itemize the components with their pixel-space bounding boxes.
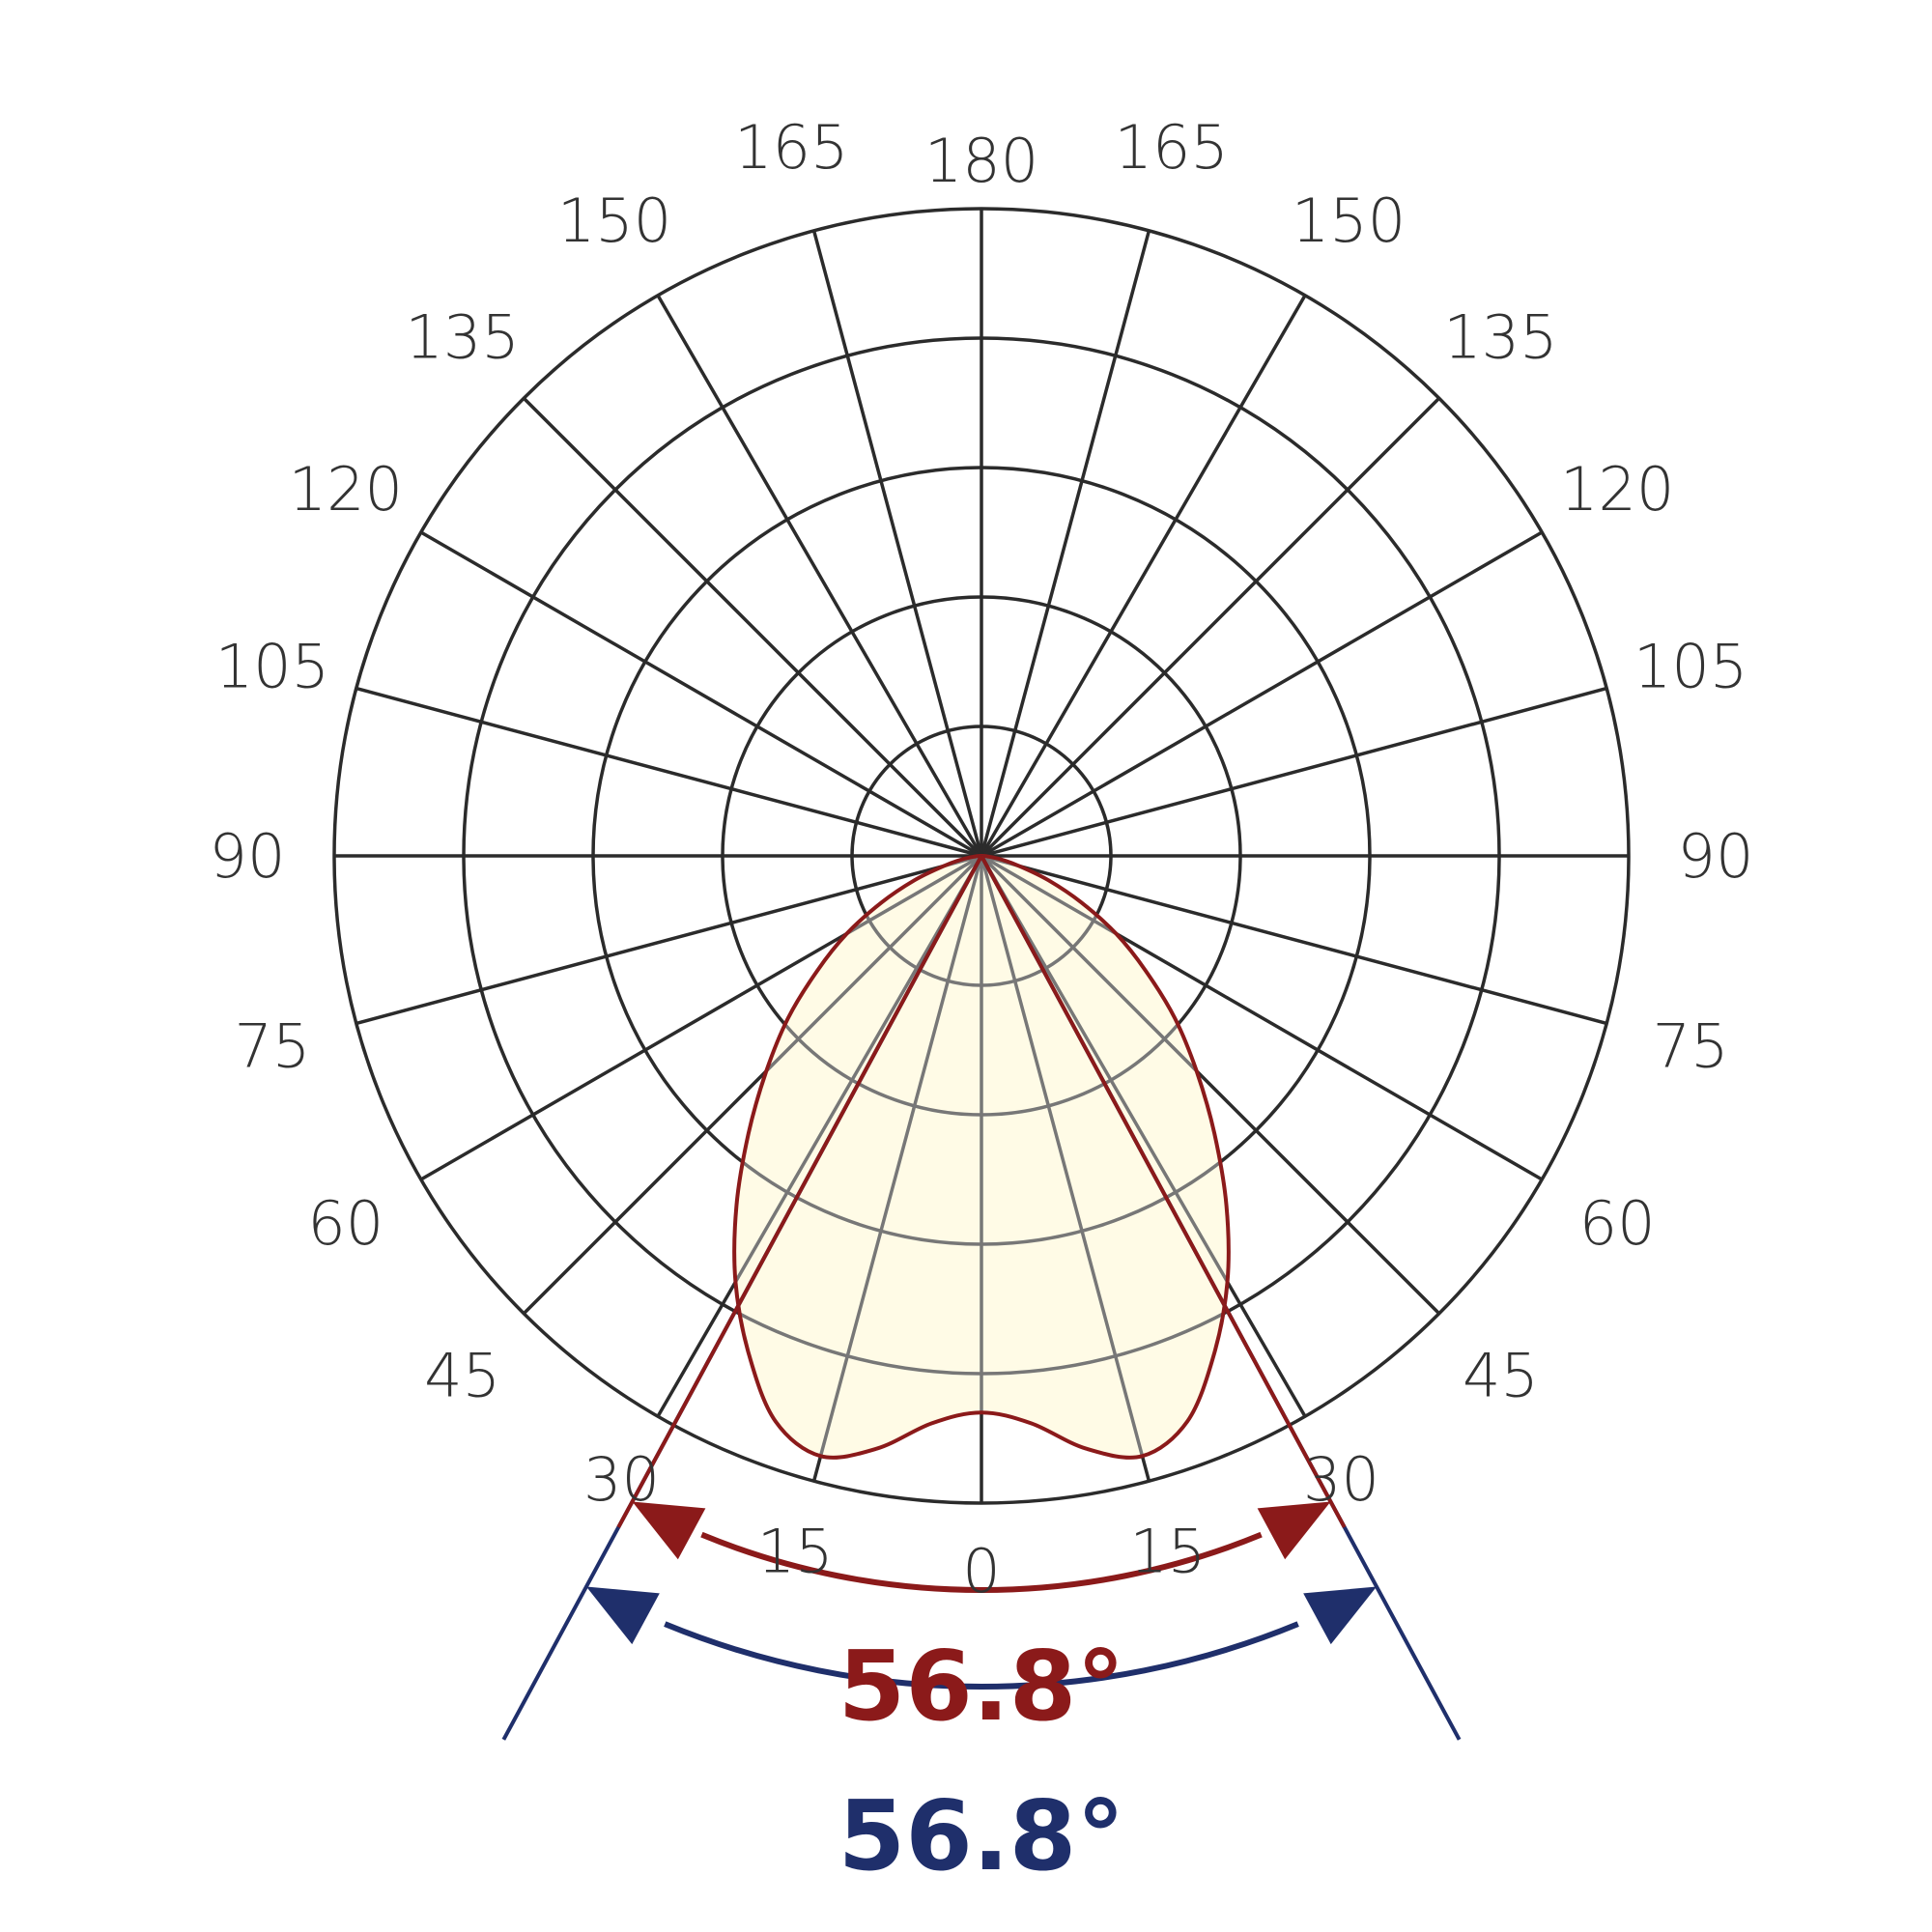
beam-angle-markers: [501, 855, 1462, 1741]
beam-boundary-red-left: [616, 855, 983, 1528]
tick-label-right-75: 75: [1653, 1011, 1729, 1082]
grid-spoke-285: [355, 854, 982, 1026]
tick-label-right-90: 90: [1678, 821, 1754, 892]
grid-spoke-75: [980, 854, 1607, 1026]
beam-arc-blue: [664, 1621, 1299, 1690]
tick-label-right-165: 165: [1115, 112, 1229, 183]
inner-spoke-330: [734, 856, 983, 1418]
grid-spoke-165: [980, 230, 1151, 857]
beam-arrow-left-blue: [585, 1586, 660, 1645]
tick-label-left-75: 75: [234, 1011, 310, 1082]
inner-spoke-345: [811, 856, 983, 1458]
grid-spoke-150: [980, 294, 1307, 857]
tick-label-left-60: 60: [307, 1188, 384, 1259]
tick-label-180: 180: [924, 126, 1038, 196]
beam-angle-label-blue: 56.8°: [838, 1779, 1125, 1892]
inner-spoke-60: [980, 856, 1229, 1181]
angle-tick-labels: 0 15 15 30 30 45 45 60 60 75 75 90 90 105 105 120 120 135…: [210, 112, 1754, 1606]
grid-spoke-210: [656, 294, 983, 857]
inner-spoke-15: [980, 856, 1151, 1458]
tick-label-left-45: 45: [424, 1340, 500, 1410]
tick-label-left-165: 165: [734, 112, 848, 183]
tick-label-left-150: 150: [557, 185, 671, 256]
inner-spoke-300: [734, 856, 982, 1181]
tick-label-right-15: 15: [1129, 1517, 1206, 1587]
tick-label-right-135: 135: [1443, 302, 1557, 373]
tick-label-left-135: 135: [405, 302, 519, 373]
grid-spoke-240: [419, 530, 982, 858]
inner-spoke-30: [980, 856, 1229, 1418]
tick-label-right-60: 60: [1579, 1188, 1656, 1259]
beam-arrow-right-blue: [1303, 1586, 1378, 1645]
grid-spoke-105: [980, 686, 1607, 858]
grid-spoke-255: [355, 686, 982, 858]
beam-arrow-left-red: [632, 1501, 706, 1560]
tick-label-right-150: 150: [1292, 185, 1406, 256]
tick-label-left-15: 15: [757, 1517, 834, 1587]
tick-label-right-30: 30: [1303, 1444, 1379, 1515]
tick-label-left-105: 105: [215, 631, 329, 701]
tick-label-right-105: 105: [1634, 631, 1747, 701]
grid-spoke-135: [980, 397, 1440, 858]
grid-spoke-120: [980, 530, 1544, 858]
beam-angle-label-red: 56.8°: [838, 1630, 1125, 1743]
tick-label-left-30: 30: [583, 1444, 660, 1515]
intensity-curve-line: [732, 853, 1231, 1460]
tick-label-left-120: 120: [289, 454, 403, 525]
beam-boundary-red-right: [980, 855, 1347, 1528]
tick-label-left-90: 90: [210, 821, 286, 892]
tick-label-right-120: 120: [1560, 454, 1674, 525]
beam-arrow-right-red: [1257, 1501, 1331, 1560]
grid-spoke-225: [523, 397, 983, 858]
beam-arc-red: [700, 1531, 1263, 1594]
tick-label-0: 0: [962, 1536, 1000, 1606]
grid-spoke-195: [811, 230, 983, 857]
tick-label-right-45: 45: [1463, 1340, 1539, 1410]
